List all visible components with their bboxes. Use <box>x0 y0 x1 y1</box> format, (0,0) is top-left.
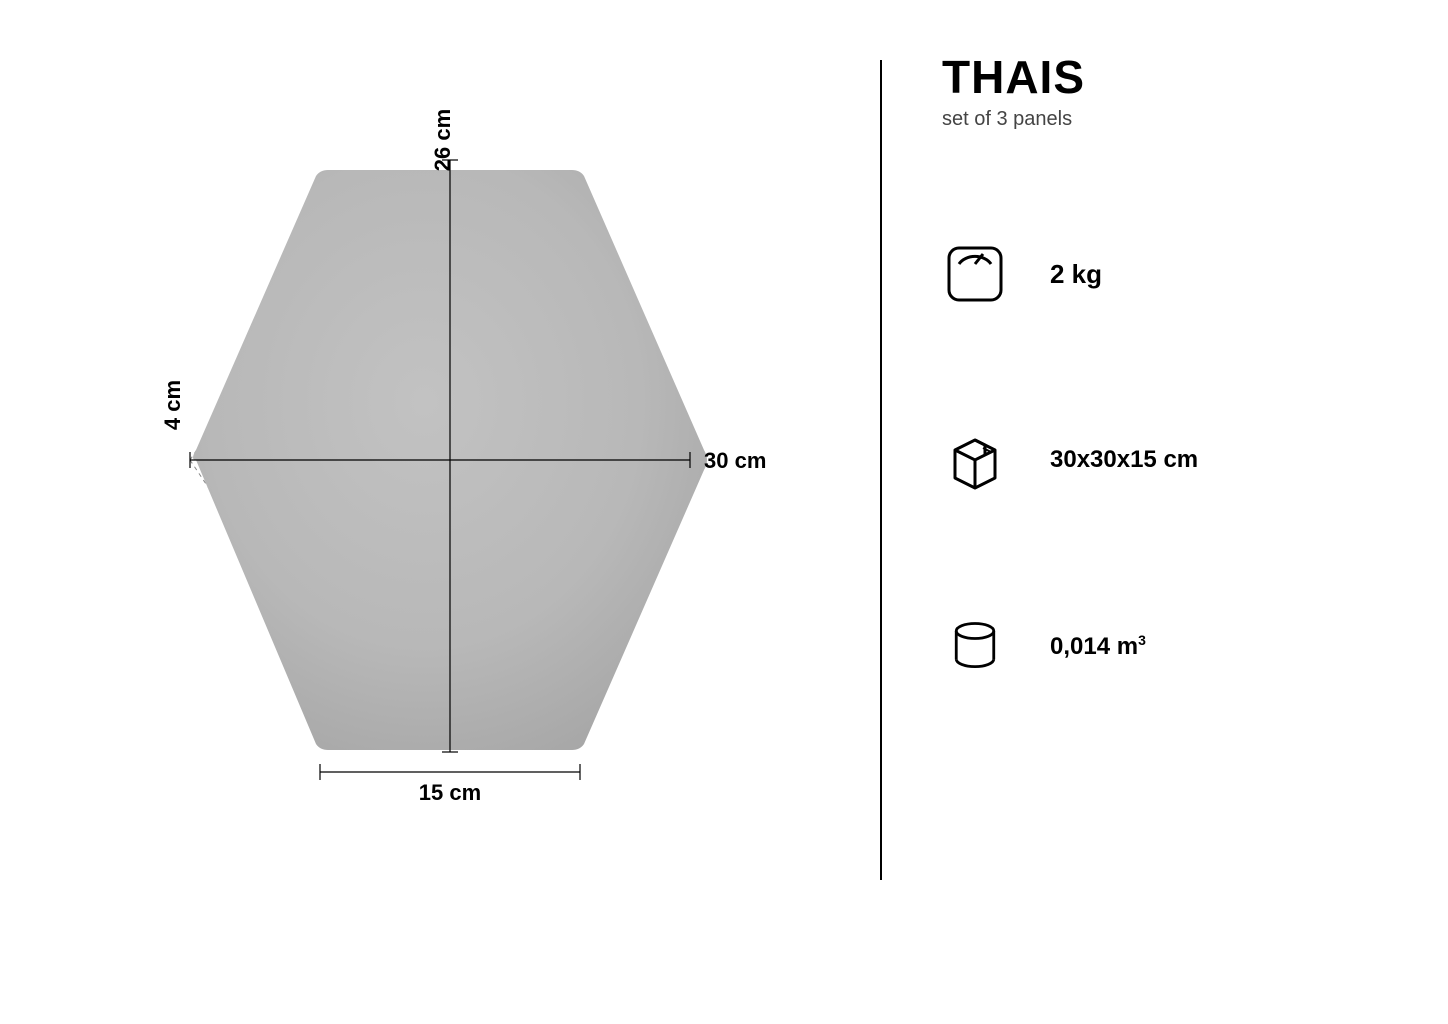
spec-panel: THAIS set of 3 panels 2 kg <box>882 0 1448 1024</box>
product-title: THAIS <box>942 50 1408 104</box>
dim-width-label: 30 cm <box>704 448 766 473</box>
spec-volume-value: 0,014 m3 <box>1050 632 1146 661</box>
hexagon-diagram: 26 cm 30 cm 4 cm 15 cm <box>0 0 880 1024</box>
dim-side-label: 15 cm <box>419 780 481 805</box>
cylinder-icon <box>942 613 1008 679</box>
dim-height-label: 26 cm <box>430 109 455 171</box>
product-subtitle: set of 3 panels <box>942 108 1408 131</box>
spec-weight-value: 2 kg <box>1050 259 1102 290</box>
spec-box-value: 30x30x15 cm <box>1050 446 1198 474</box>
volume-exponent: 3 <box>1138 632 1146 648</box>
scale-icon <box>942 241 1008 307</box>
box-icon <box>942 427 1008 493</box>
spec-row-volume: 0,014 m3 <box>942 613 1408 679</box>
spec-list: 2 kg 30x30x15 cm <box>942 241 1408 679</box>
volume-prefix: 0,014 m <box>1050 633 1138 660</box>
diagram-panel: 26 cm 30 cm 4 cm 15 cm <box>0 0 880 1024</box>
dim-depth-label: 4 cm <box>160 380 185 430</box>
spec-row-box: 30x30x15 cm <box>942 427 1408 493</box>
spec-row-weight: 2 kg <box>942 241 1408 307</box>
